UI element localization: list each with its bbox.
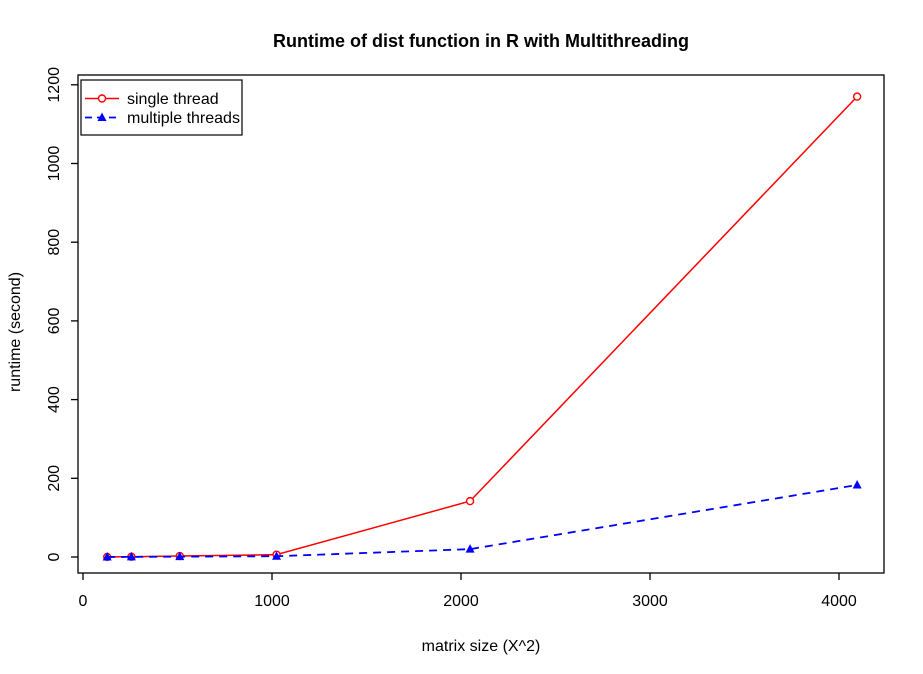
chart-title: Runtime of dist function in R with Multi… (273, 31, 689, 51)
x-tick-label: 3000 (632, 593, 668, 610)
data-point-marker (175, 551, 185, 561)
series-multiple-threads (102, 479, 862, 561)
data-point-marker (272, 551, 282, 560)
y-tick-label: 400 (46, 386, 63, 413)
legend-marker (97, 94, 107, 103)
series-single-thread (102, 92, 862, 562)
y-tick-label: 0 (46, 552, 63, 561)
x-tick-label: 0 (79, 593, 88, 610)
y-tick-label: 200 (46, 465, 63, 492)
x-tick-label: 1000 (254, 593, 290, 610)
plot-border (77, 74, 885, 574)
data-point-marker (126, 551, 136, 561)
legend-label: multiple threads (127, 110, 240, 127)
y-tick-label: 1000 (46, 146, 63, 182)
legend-item: multiple threads (85, 110, 240, 127)
x-tick-label: 2000 (443, 593, 479, 610)
legend-item: single thread (85, 91, 219, 108)
y-tick-label: 600 (46, 307, 63, 334)
data-point-marker (102, 551, 112, 561)
legend-box (80, 79, 243, 136)
y-tick-label: 1200 (46, 67, 63, 103)
x-axis-label: matrix size (X^2) (422, 638, 541, 655)
y-axis-label: runtime (second) (7, 272, 24, 392)
data-point-marker (465, 544, 475, 553)
series-line (107, 484, 858, 558)
series-line (107, 96, 858, 558)
y-axis: 0 200 400 600 800 1000 1200 (46, 67, 78, 561)
y-tick-label: 800 (46, 229, 63, 256)
data-point-marker (852, 479, 862, 489)
legend: single thread multiple threads (80, 79, 243, 136)
data-point-marker (852, 92, 862, 101)
legend-marker (97, 112, 107, 121)
data-point-marker (465, 496, 475, 506)
legend-label: single thread (127, 91, 219, 108)
x-axis: 0 1000 2000 3000 4000 (79, 573, 857, 610)
x-tick-label: 4000 (821, 593, 857, 610)
